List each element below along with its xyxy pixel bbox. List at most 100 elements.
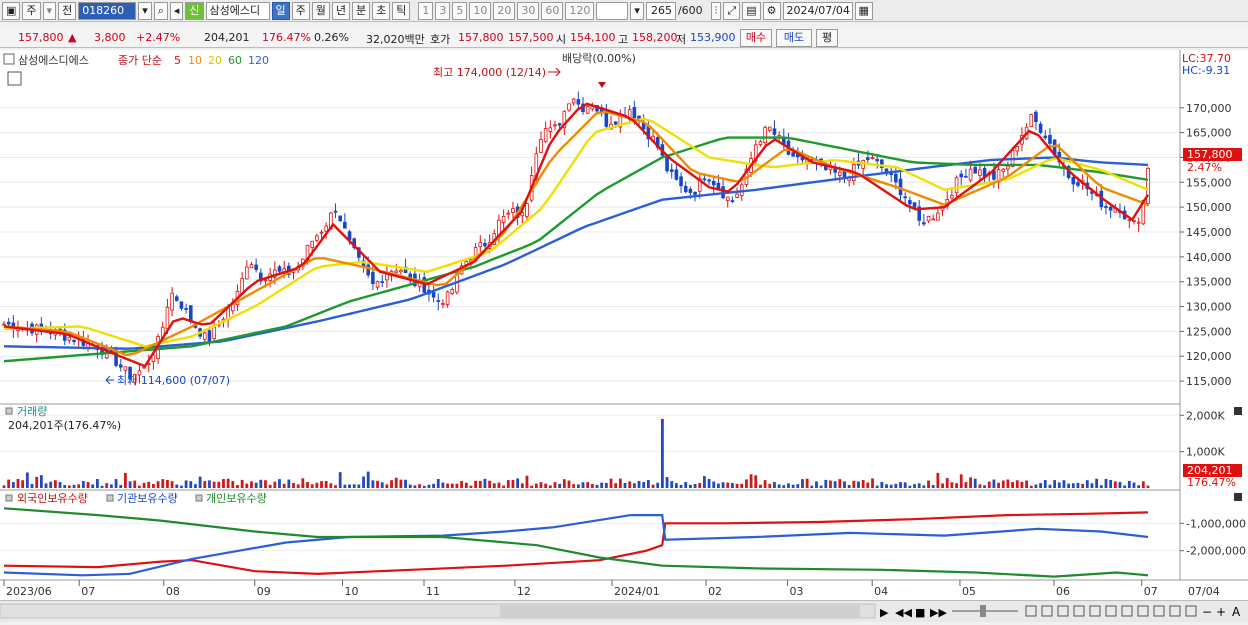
candle-body: [1104, 206, 1108, 208]
lock-icon[interactable]: [1185, 605, 1197, 617]
x-axis-label-6: 12: [517, 585, 531, 598]
period-tab-4[interactable]: 분: [352, 1, 371, 20]
candle-body: [245, 266, 249, 280]
volume-bar: [782, 485, 786, 488]
volume-close-icon[interactable]: [1234, 407, 1242, 415]
interval-button-30[interactable]: 30: [517, 1, 540, 20]
volume-bar: [1081, 483, 1085, 488]
volume-bar: [819, 485, 823, 488]
export-icon[interactable]: [1137, 605, 1149, 617]
rewind-button[interactable]: ◀◀: [895, 606, 912, 619]
interval-dropdown-icon[interactable]: ▾: [630, 1, 644, 20]
legend-ma10: 10: [188, 54, 202, 67]
interval-button-20[interactable]: 20: [493, 1, 516, 20]
volume-bar: [959, 474, 963, 488]
candle-body: [511, 208, 515, 213]
print-icon[interactable]: [1089, 605, 1101, 617]
interval-button-120[interactable]: 120: [565, 1, 595, 20]
count-input[interactable]: 265: [645, 1, 676, 20]
buy-button[interactable]: 매수: [740, 29, 772, 47]
candle-body: [520, 212, 525, 217]
scrollbar-thumb[interactable]: [500, 605, 860, 617]
x-axis-label-12: 06: [1056, 585, 1070, 598]
play-button[interactable]: ▶: [880, 606, 889, 619]
candle-body: [436, 300, 441, 302]
candle-body: [908, 200, 912, 205]
date-input[interactable]: 2024/07/04: [782, 1, 853, 20]
legend-box-icon[interactable]: [3, 53, 15, 65]
chevron-down-icon[interactable]: ▾: [42, 1, 57, 20]
volume-bar: [805, 478, 809, 488]
period-select[interactable]: 주: [22, 1, 41, 20]
volume-bar: [1039, 483, 1042, 488]
period-tab-5[interactable]: 초: [372, 1, 391, 20]
speaker-icon[interactable]: ◂: [169, 1, 184, 20]
interval-button-3[interactable]: 3: [435, 1, 451, 20]
table-toggle-icon[interactable]: [7, 71, 22, 86]
crosshair-icon[interactable]: [1073, 605, 1085, 617]
stock-name-field[interactable]: 삼성에스디: [205, 1, 270, 20]
interval-button-60[interactable]: 60: [541, 1, 564, 20]
volume-bar: [576, 484, 580, 488]
save-icon[interactable]: ▤: [742, 1, 761, 20]
forward-button[interactable]: ▶▶: [930, 606, 947, 619]
volume-bar: [843, 481, 846, 488]
chart-settings-icon[interactable]: [1153, 605, 1165, 617]
search-icon[interactable]: ⌕: [153, 1, 168, 20]
interval-button-1[interactable]: 1: [418, 1, 434, 20]
interval-input[interactable]: [596, 1, 629, 20]
period-tab-0[interactable]: 일: [271, 1, 290, 20]
volume-bar: [656, 482, 660, 488]
price-tick-label-0: 170,000: [1186, 102, 1232, 115]
period-tab-6[interactable]: 틱: [392, 1, 411, 20]
prev-button[interactable]: 전: [58, 1, 77, 20]
interval-button-5[interactable]: 5: [452, 1, 468, 20]
volume-bar: [77, 484, 81, 488]
zoom-in-icon[interactable]: [1041, 605, 1053, 617]
volume-bar: [801, 479, 804, 488]
auto-scale-button[interactable]: A: [1232, 605, 1241, 619]
volume-bar: [105, 483, 109, 488]
period-tab-3[interactable]: 년: [331, 1, 351, 20]
copy-icon[interactable]: [1105, 605, 1117, 617]
stop-button[interactable]: ■: [915, 606, 925, 619]
zoom-plus-button[interactable]: +: [1216, 605, 1226, 619]
volume-bar: [572, 484, 576, 488]
volume-tick-label-1: 1,000K: [1186, 446, 1225, 459]
gear-icon[interactable]: ⚙: [762, 1, 781, 20]
eval-button[interactable]: 평: [816, 29, 838, 47]
x-axis-label-11: 05: [962, 585, 976, 598]
window-icon[interactable]: ▣: [2, 1, 21, 20]
candle-body: [170, 292, 174, 311]
volume-bar: [950, 482, 954, 488]
candle-body: [571, 98, 576, 104]
period-tab-1[interactable]: 주: [291, 1, 310, 20]
draw-tool-icon[interactable]: ⤢: [723, 1, 741, 20]
zoom-minus-button[interactable]: −: [1202, 605, 1212, 619]
calendar-icon[interactable]: ▦: [854, 1, 873, 20]
volume-bar: [833, 481, 837, 488]
candle-body: [483, 242, 487, 247]
sell-button[interactable]: 매도: [776, 29, 812, 47]
volume-bar: [180, 485, 183, 488]
zoom-fit-icon[interactable]: [1025, 605, 1037, 617]
holdings-close-icon[interactable]: [1234, 493, 1242, 501]
volume-bar: [44, 483, 48, 488]
volume-bar: [273, 481, 277, 488]
legend-stock-name: 삼성에스디에스: [18, 54, 89, 67]
refresh-icon[interactable]: [1121, 605, 1133, 617]
interval-button-10[interactable]: 10: [469, 1, 492, 20]
holdings-tick-label-1: -2,000,000: [1186, 545, 1246, 558]
volume-bar: [642, 482, 646, 488]
period-tab-2[interactable]: 월: [311, 1, 330, 20]
candle-body: [613, 121, 618, 125]
candle-type-icon[interactable]: ⫶: [710, 1, 722, 20]
stock-code-input[interactable]: 018260: [78, 1, 137, 20]
zoom-slider-handle[interactable]: [980, 605, 986, 617]
low-label: 저: [676, 33, 687, 46]
volume-bar: [1043, 480, 1047, 488]
magnifier-icon[interactable]: [1169, 605, 1181, 617]
zoom-out-icon[interactable]: [1057, 605, 1069, 617]
code-dropdown-icon[interactable]: ▾: [138, 1, 152, 20]
x-axis-label-8: 02: [708, 585, 722, 598]
